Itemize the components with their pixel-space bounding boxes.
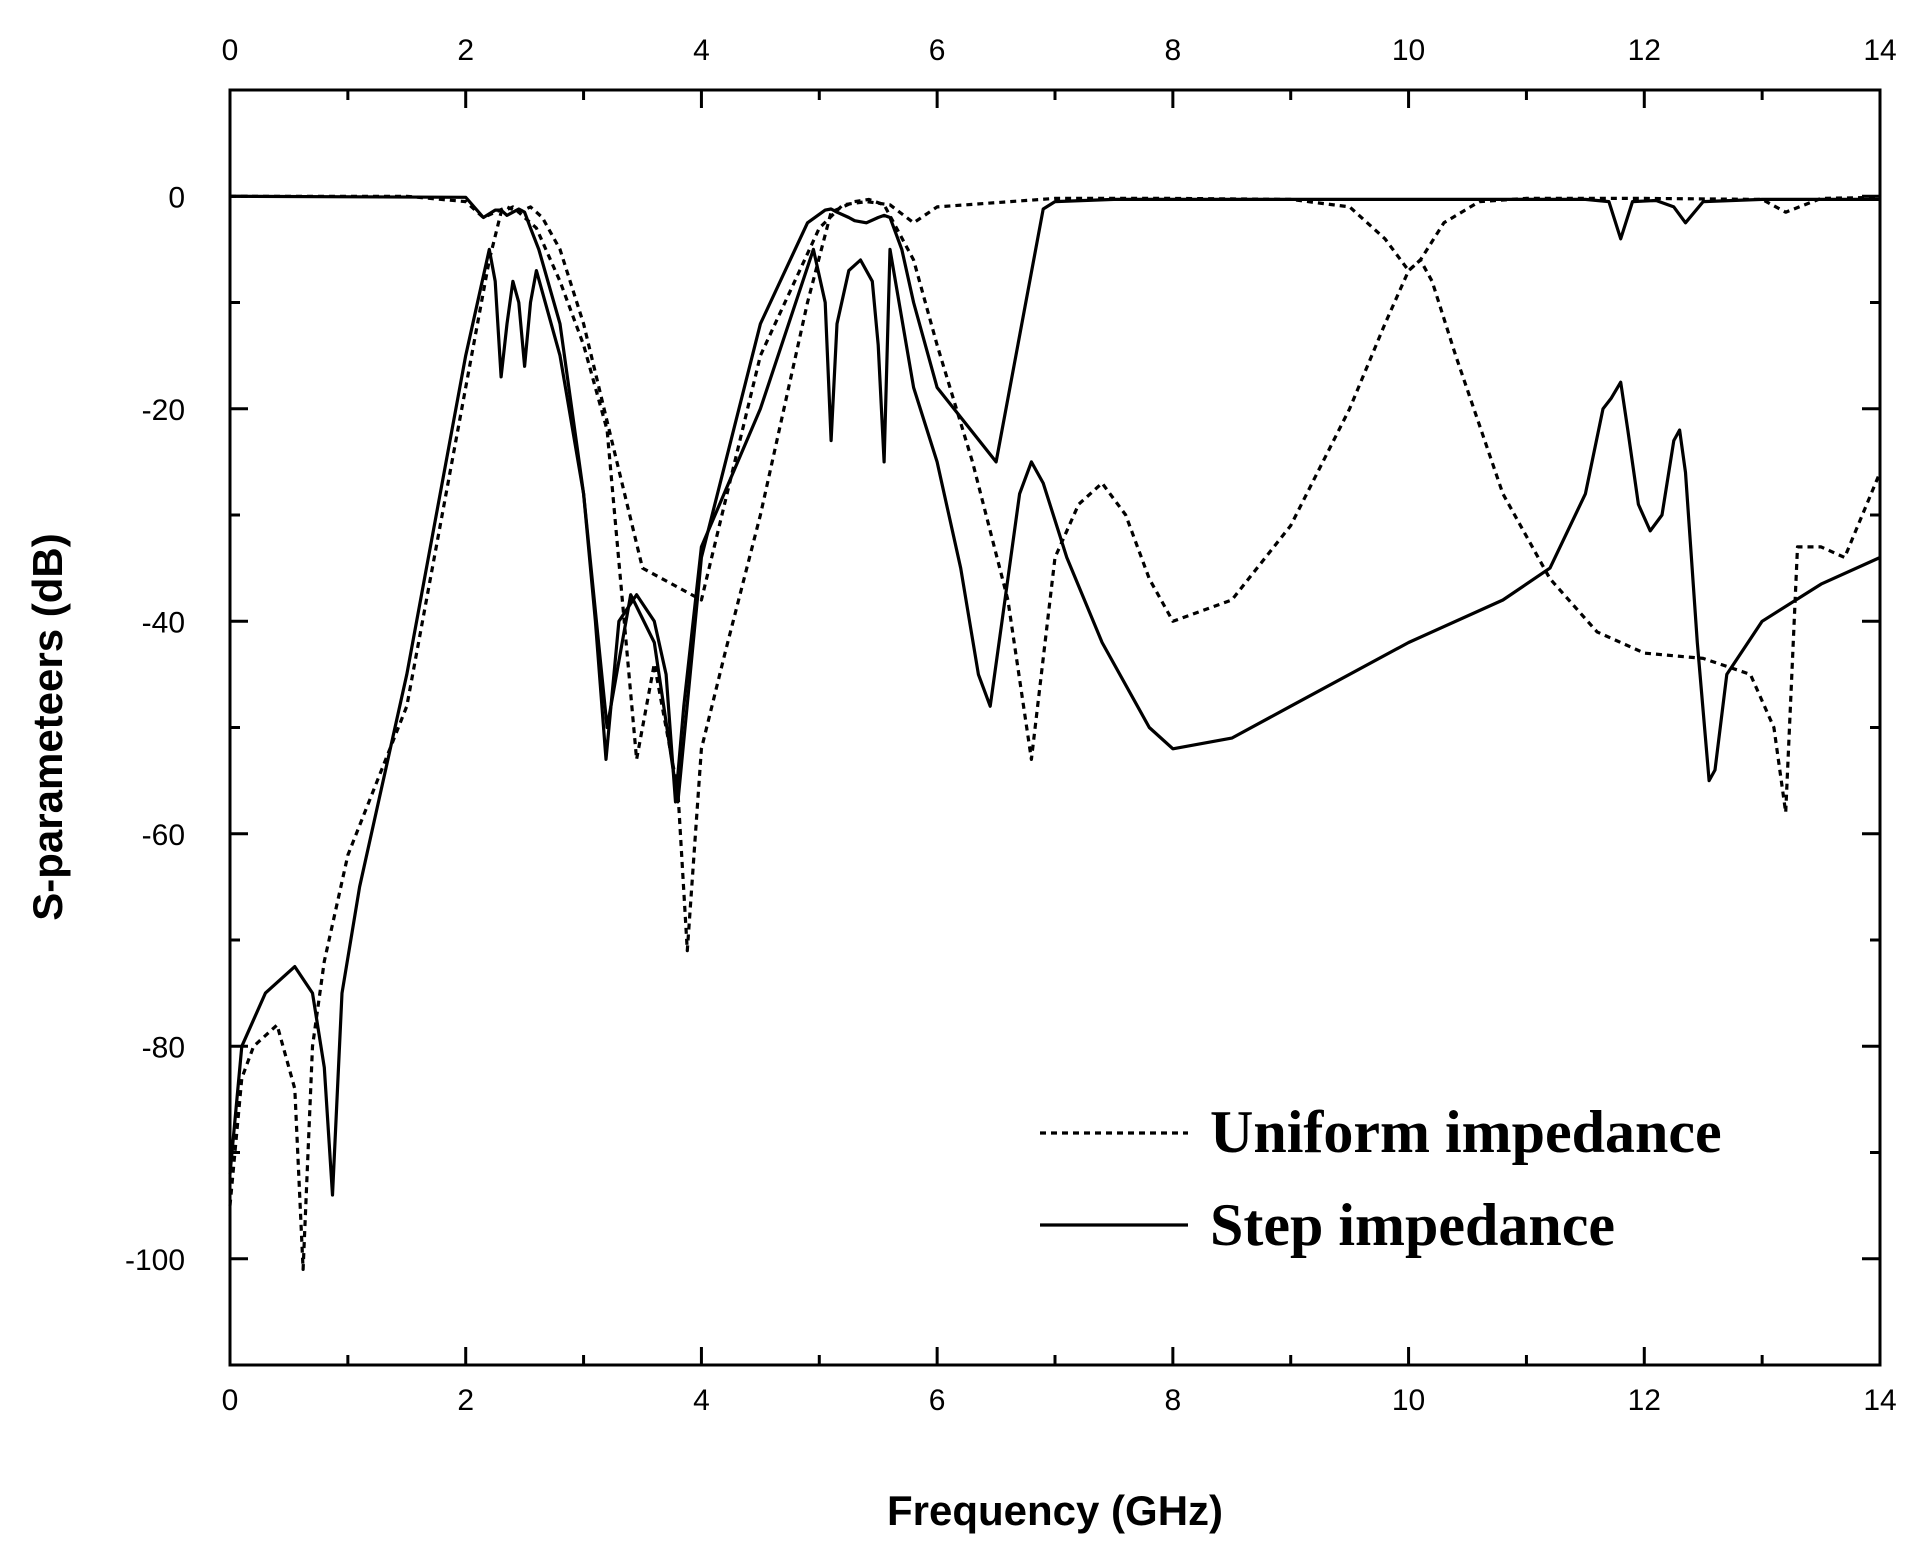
x-tick-label-top: 12 [1628,34,1661,67]
tick-marks [228,88,1882,1367]
x-tick-label-top: 4 [693,34,710,67]
y-tick-label: -20 [142,394,185,427]
y-tick-label: -40 [142,606,185,639]
x-tick-label-bottom: 0 [222,1384,239,1417]
x-tick-label-top: 14 [1863,34,1896,67]
legend: Uniform impedance Step impedance [1040,1099,1722,1258]
legend-label-step: Step impedance [1210,1192,1615,1258]
x-tick-label-bottom: 14 [1863,1384,1896,1417]
x-tick-label-bottom: 6 [929,1384,946,1417]
x-tick-label-bottom: 2 [457,1384,474,1417]
x-tick-label-top: 0 [222,34,239,67]
uniform-impedance-s11-line [228,197,1882,1272]
step-impedance-s21-line [229,194,1880,804]
data-series [228,194,1882,1272]
tick-labels: 0 0 2 2 4 4 6 6 8 8 10 10 12 12 14 14 0 -20 -40 -60 -80 -100 [125,34,1897,1417]
y-tick-label: -80 [142,1031,185,1064]
y-tick-label: 0 [168,181,185,214]
y-tick-label: -60 [142,819,185,852]
step-impedance-s11-line [228,247,1881,1197]
legend-label-uniform: Uniform impedance [1210,1099,1722,1165]
x-tick-label-bottom: 10 [1392,1384,1425,1417]
x-axis-label: Frequency (GHz) [887,1487,1223,1534]
x-tick-label-top: 6 [929,34,946,67]
x-tick-label-bottom: 12 [1628,1384,1661,1417]
x-tick-label-top: 2 [457,34,474,67]
x-tick-label-bottom: 8 [1165,1384,1182,1417]
y-axis-label: S-parameteers (dB) [24,533,71,920]
y-tick-label: -100 [125,1244,185,1277]
x-tick-label-top: 10 [1392,34,1425,67]
uniform-impedance-s21-line [230,194,1881,602]
x-tick-label-bottom: 4 [693,1384,710,1417]
x-tick-label-top: 8 [1165,34,1182,67]
plot-frame [228,88,1882,1367]
